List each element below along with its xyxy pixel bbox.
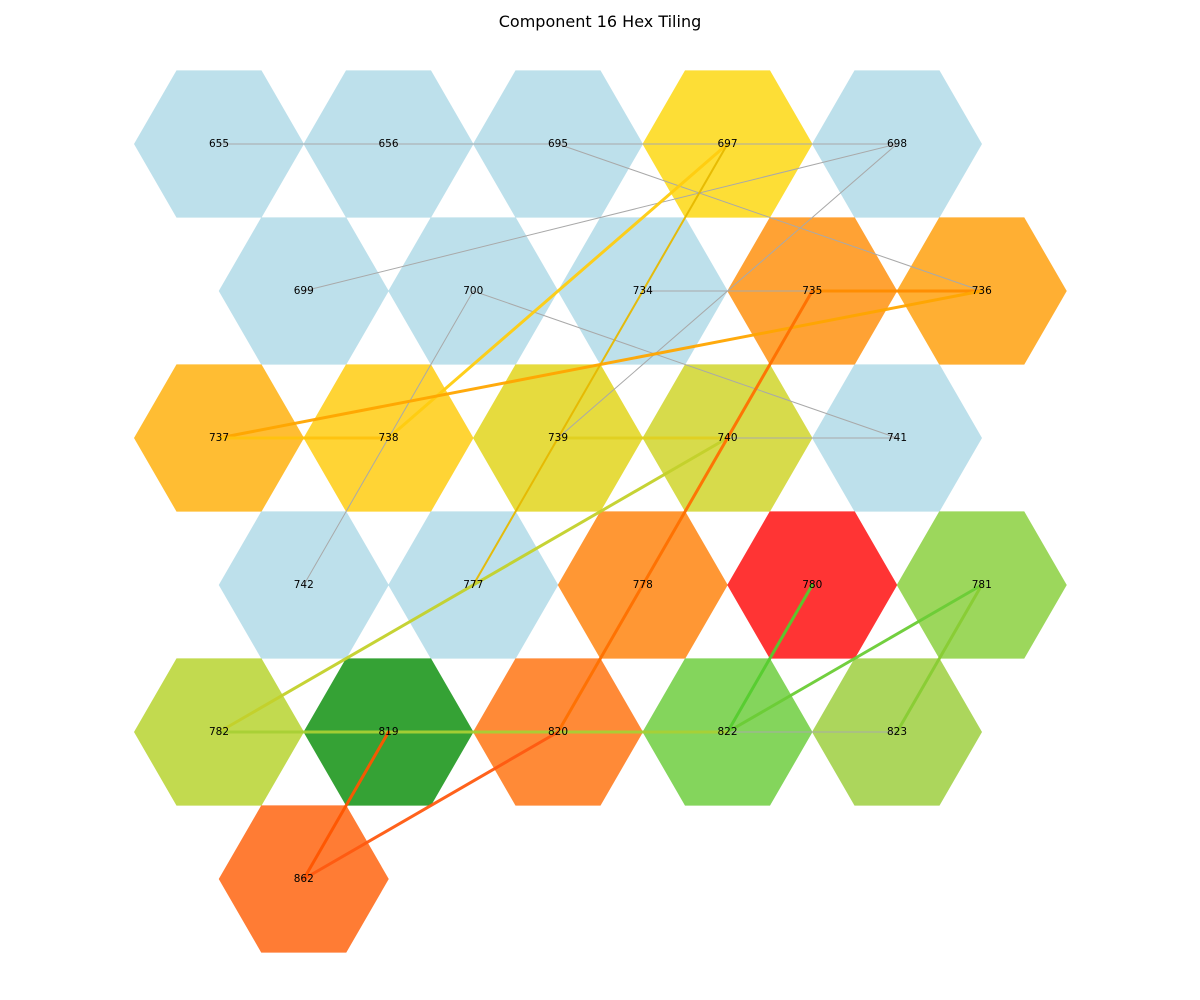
labels-layer: 655 656 695 697 698 699 700 734 735 736 737 738 739 7…	[209, 138, 992, 885]
hex-label-782: 782	[209, 726, 229, 738]
hex-label-862: 862	[294, 873, 314, 885]
edge-781-823	[895, 583, 984, 734]
edge-820-862	[302, 730, 560, 881]
edges-layer	[217, 142, 984, 881]
hex-label-820: 820	[548, 726, 568, 738]
edge-700-741	[472, 290, 898, 439]
hex-label-823: 823	[887, 726, 907, 738]
hex-label-740: 740	[717, 432, 737, 444]
hex-label-699: 699	[294, 285, 314, 297]
diagram-title: Component 16 Hex Tiling	[498, 12, 702, 31]
edge-697-738	[387, 142, 729, 440]
hex-label-736: 736	[972, 285, 992, 297]
hex-label-734: 734	[633, 285, 653, 297]
hex-label-781: 781	[972, 579, 992, 591]
hex-label-656: 656	[378, 138, 398, 150]
hex-label-741: 741	[887, 432, 907, 444]
edge-740-782	[217, 436, 729, 734]
edge-819-862	[302, 730, 390, 881]
edge-737-736	[217, 289, 984, 440]
hex-label-697: 697	[717, 138, 737, 150]
edge-735-820	[556, 289, 814, 734]
hex-label-780: 780	[802, 579, 822, 591]
hex-label-738: 738	[378, 432, 398, 444]
hex-label-777: 777	[463, 579, 483, 591]
hex-label-822: 822	[717, 726, 737, 738]
hex-label-742: 742	[294, 579, 314, 591]
edge-781-822	[726, 583, 984, 734]
hex-label-819: 819	[378, 726, 398, 738]
hex-label-695: 695	[548, 138, 568, 150]
edge-780-822	[726, 583, 814, 734]
hex-label-735: 735	[802, 285, 822, 297]
hex-label-700: 700	[463, 285, 483, 297]
hex-label-655: 655	[209, 138, 229, 150]
hex-label-778: 778	[633, 579, 653, 591]
hex-label-737: 737	[209, 432, 229, 444]
hex-label-698: 698	[887, 138, 907, 150]
edge-695-736	[557, 143, 983, 292]
edge-699-698	[303, 143, 898, 292]
hex-label-739: 739	[548, 432, 568, 444]
